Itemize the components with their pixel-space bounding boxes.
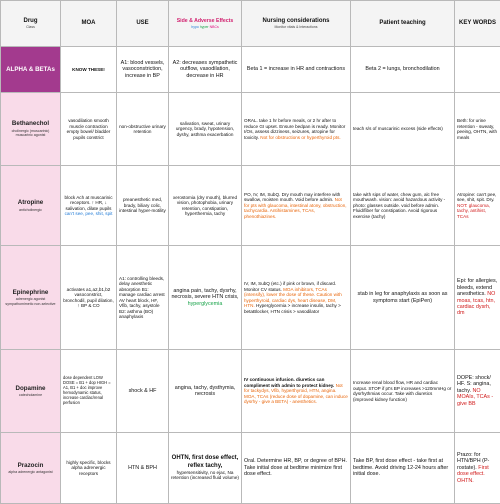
table-row: Atropine anticholinergic block Ach at mu…	[1, 166, 500, 246]
nursing-cell: ORAL. take 1 hr before meals, or 2 hr af…	[242, 93, 351, 166]
side-effects-cell: A2: decreases sympathetic outflow, vasod…	[169, 47, 242, 93]
moa-cell: highly specific, blocks alpha adrenergic…	[61, 433, 117, 504]
use-cell: preanesthetic med, brady, biliary colic,…	[117, 166, 169, 246]
table-row: Epinephrine adrenergic agonist sympathom…	[1, 246, 500, 350]
table-row: Bethanechol cholinergic (muscarinic) mus…	[1, 93, 500, 166]
use-cell: A1: controlling bleeds, delay anesthetic…	[117, 246, 169, 350]
nursing-cell: Beta 1 = increase in HR and contractions	[242, 47, 351, 93]
teaching-cell: Beta 2 = lungs, bronchodilation	[351, 47, 455, 93]
drug-cell: Prazocin alpha adrenergic antagonist	[1, 433, 61, 504]
keywords-cell: Prazo: for HTN/BPH (P- rostate). First d…	[455, 433, 500, 504]
side-effects-cell: xerostomia (dry mouth), blurred vision, …	[169, 166, 242, 246]
keywords-cell: Atropine: can't pee, see, shit, spit. Dr…	[455, 166, 500, 246]
drug-cell: Atropine anticholinergic	[1, 166, 61, 246]
nursing-cell: IV, IM, SubQ (etc.) if pink or brown, if…	[242, 246, 351, 350]
header-side-effects: Side & Adverse Effects hypo hyper NBCs	[169, 1, 242, 47]
header-teaching: Patient teaching	[351, 1, 455, 47]
drug-cell: Dopamine catecholamine	[1, 350, 61, 433]
teaching-cell: Take BP, first dose effect - take first …	[351, 433, 455, 504]
legend-hyper: hyper	[200, 25, 209, 29]
keywords-cell: Epi: for allergies, bleeds, extend anest…	[455, 246, 500, 350]
use-cell: shock & HF	[117, 350, 169, 433]
header-keywords: KEY WORDS	[455, 1, 500, 47]
table-row: ALPHA & BETAs KNOW THESE! A1: blood vess…	[1, 47, 500, 93]
nursing-cell: IV continuous infusion. diuretics can co…	[242, 350, 351, 433]
side-effects-cell: salivation, sweat, urinary urgency, brad…	[169, 93, 242, 166]
teaching-cell: Increase renal blood flow, HR and cardia…	[351, 350, 455, 433]
header-use: USE	[117, 1, 169, 47]
header-row: Drug Class MOA USE Side & Adverse Effect…	[1, 1, 500, 47]
moa-cell: vasodilation smooth muscle contraction e…	[61, 93, 117, 166]
table-row: Dopamine catecholamine dose dependent LO…	[1, 350, 500, 433]
side-effects-cell: OHTN, first dose effect, reflex tachy, h…	[169, 433, 242, 504]
nursing-cell: PO, IV, IM, SubQ. Dry mouth may interfer…	[242, 166, 351, 246]
side-effects-cell: angina pain, tachy, dysrhy, necrosis, se…	[169, 246, 242, 350]
drug-cell: Bethanechol cholinergic (muscarinic) mus…	[1, 93, 61, 166]
table-row: Prazocin alpha adrenergic antagonist hig…	[1, 433, 500, 504]
use-cell: HTN & BPH	[117, 433, 169, 504]
legend-hypo: hypo	[191, 25, 199, 29]
moa-cell: KNOW THESE!	[61, 47, 117, 93]
drug-cell: ALPHA & BETAs	[1, 47, 61, 93]
drug-cell: Epinephrine adrenergic agonist sympathom…	[1, 246, 61, 350]
nursing-cell: Oral. Determine HR, BP, or degree of BPH…	[242, 433, 351, 504]
side-effects-cell: angina, tachy, dysthymia, necrosis	[169, 350, 242, 433]
keywords-cell	[455, 47, 500, 93]
use-cell: A1: blood vessels, vasoconstriction, inc…	[117, 47, 169, 93]
header-drug: Drug Class	[1, 1, 61, 47]
header-nursing: Nursing considerations Monitor vitals & …	[242, 1, 351, 47]
keywords-cell: DOPE: shock/ HF. S: angina, tachy. NO MO…	[455, 350, 500, 433]
use-cell: non-obstructive urinary retention	[117, 93, 169, 166]
header-moa: MOA	[61, 1, 117, 47]
keywords-cell: Beth: for urine retention - sweaty, peei…	[455, 93, 500, 166]
teaching-cell: teach s/s of muscarinic excess (side eff…	[351, 93, 455, 166]
legend-nbcs: NBCs	[210, 25, 219, 29]
teaching-cell: take with sips of water, chew gum, alc f…	[351, 166, 455, 246]
moa-cell: dose dependent LOW DOSE = B1 + dop HIGH …	[61, 350, 117, 433]
moa-cell: block Ach at muscarinic receptors. ↑ HR,…	[61, 166, 117, 246]
teaching-cell: stab in leg for anaphylaxis as soon as s…	[351, 246, 455, 350]
moa-cell: activates a1,a2,b1,b2 vasoconstrict, bro…	[61, 246, 117, 350]
